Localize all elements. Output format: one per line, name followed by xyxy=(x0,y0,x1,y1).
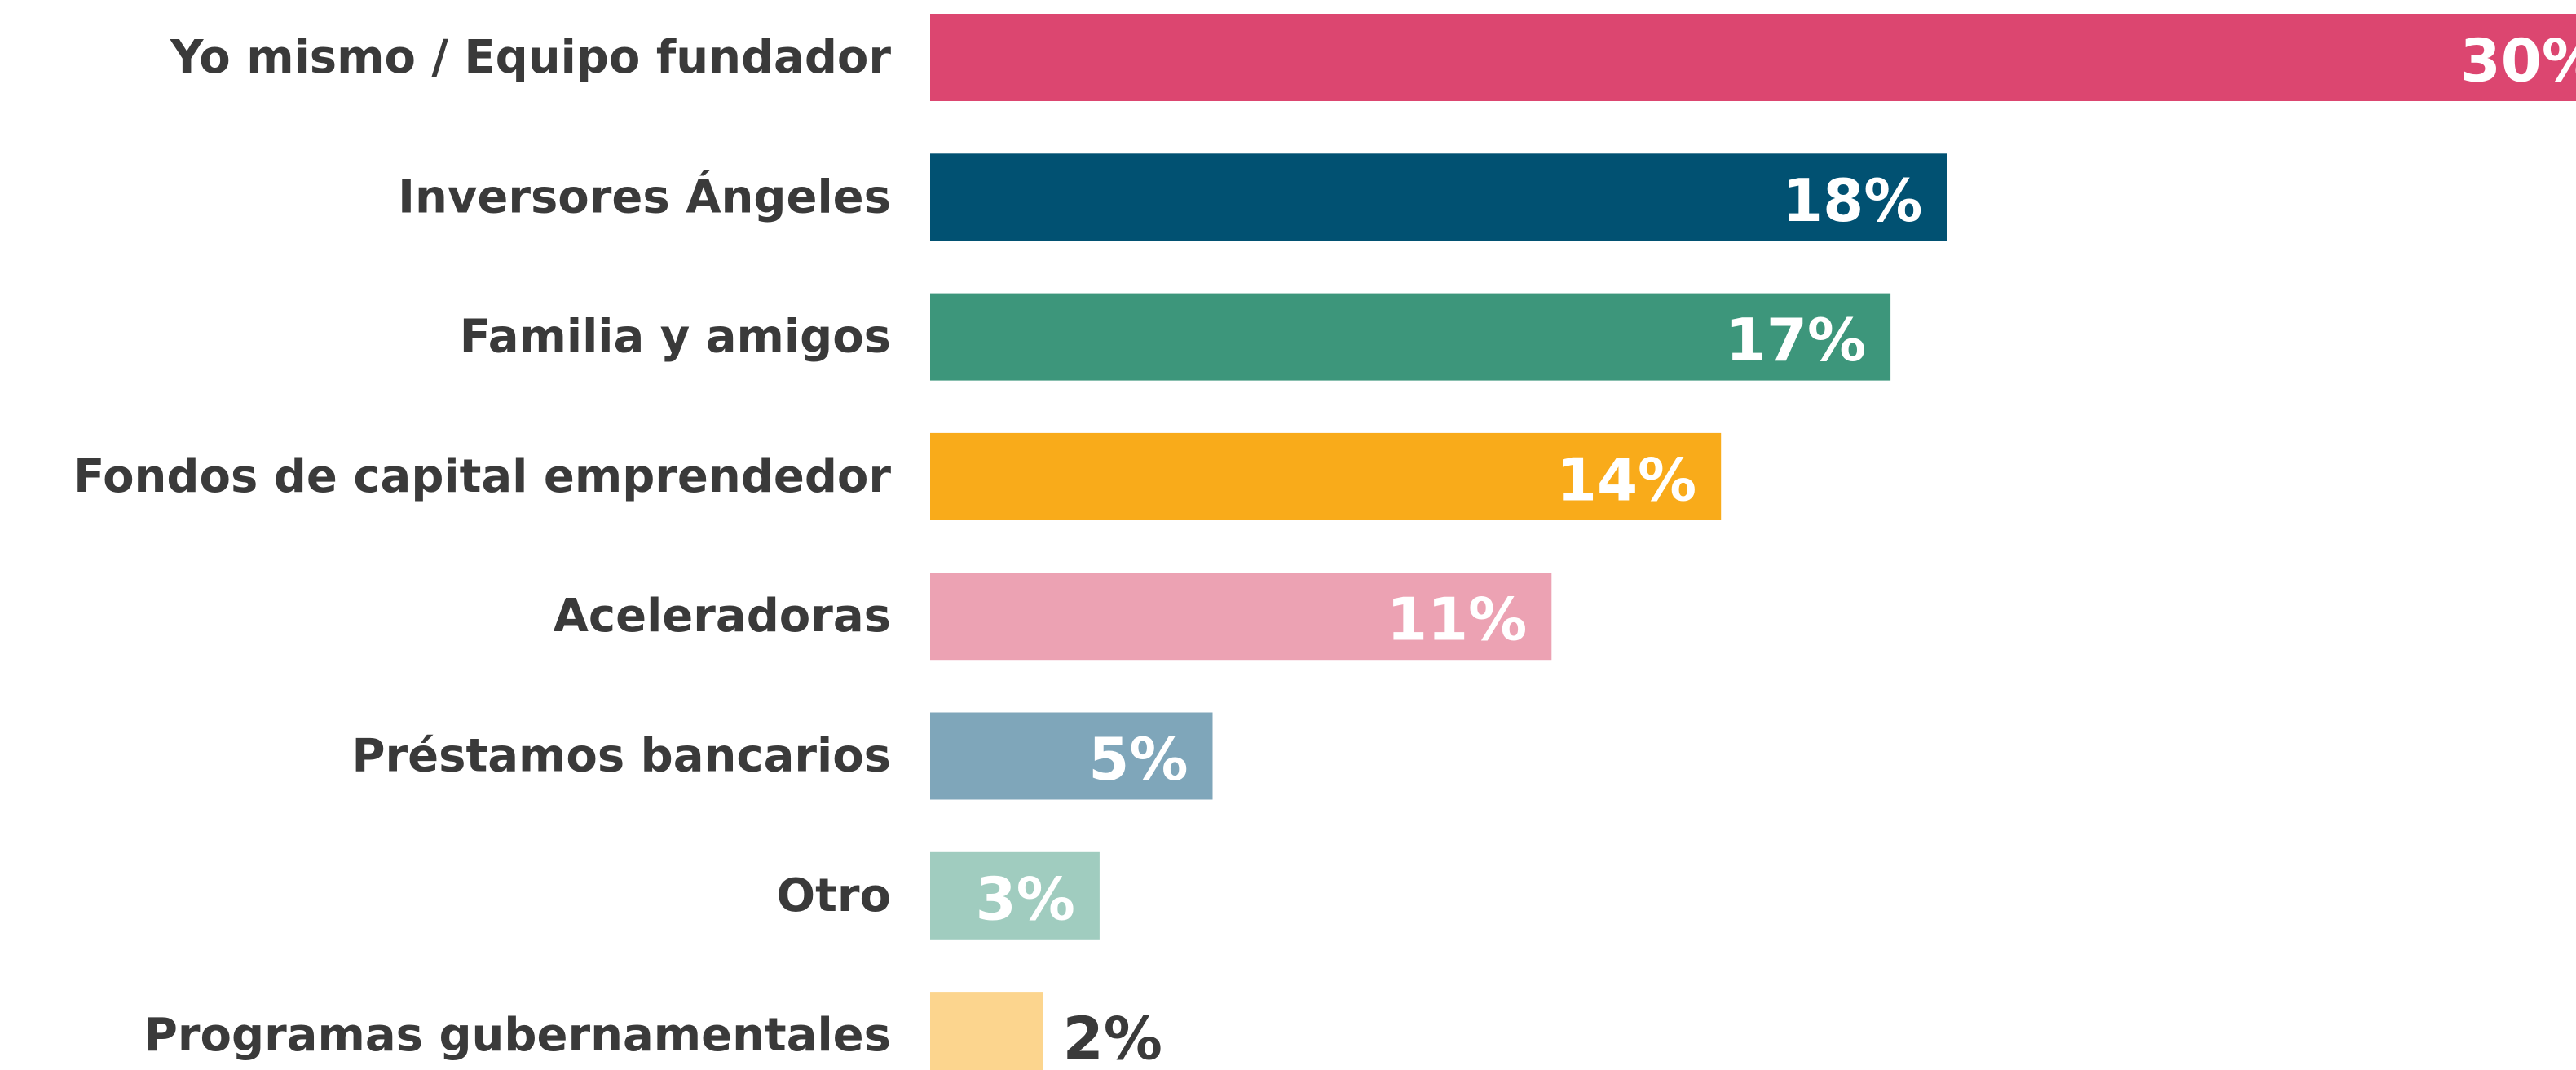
category-label: Otro xyxy=(777,869,891,922)
bar xyxy=(930,293,1891,381)
bar xyxy=(930,14,2576,101)
value-label: 11% xyxy=(1387,586,1527,654)
value-label: 2% xyxy=(1063,1005,1162,1070)
bar xyxy=(930,851,1100,940)
bar xyxy=(930,712,1213,800)
value-label: 5% xyxy=(1088,725,1188,794)
category-label: Inversores Ángeles xyxy=(398,170,891,223)
category-label: Programas gubernamentales xyxy=(144,1009,891,1062)
category-label: Aceleradoras xyxy=(554,590,891,643)
bar xyxy=(930,153,1947,241)
category-label: Préstamos bancarios xyxy=(351,730,891,783)
category-label: Familia y amigos xyxy=(460,311,891,364)
value-label: 17% xyxy=(1726,306,1866,374)
value-label: 14% xyxy=(1556,445,1696,514)
value-label: 3% xyxy=(976,864,1075,933)
category-label: Fondos de capital emprendedor xyxy=(73,450,891,503)
bar xyxy=(930,573,1552,661)
value-label: 30% xyxy=(2460,27,2576,95)
category-label: Yo mismo / Equipo fundador xyxy=(170,31,892,84)
bar xyxy=(930,432,1722,520)
value-label: 18% xyxy=(1782,166,1922,235)
bar xyxy=(930,992,1043,1070)
